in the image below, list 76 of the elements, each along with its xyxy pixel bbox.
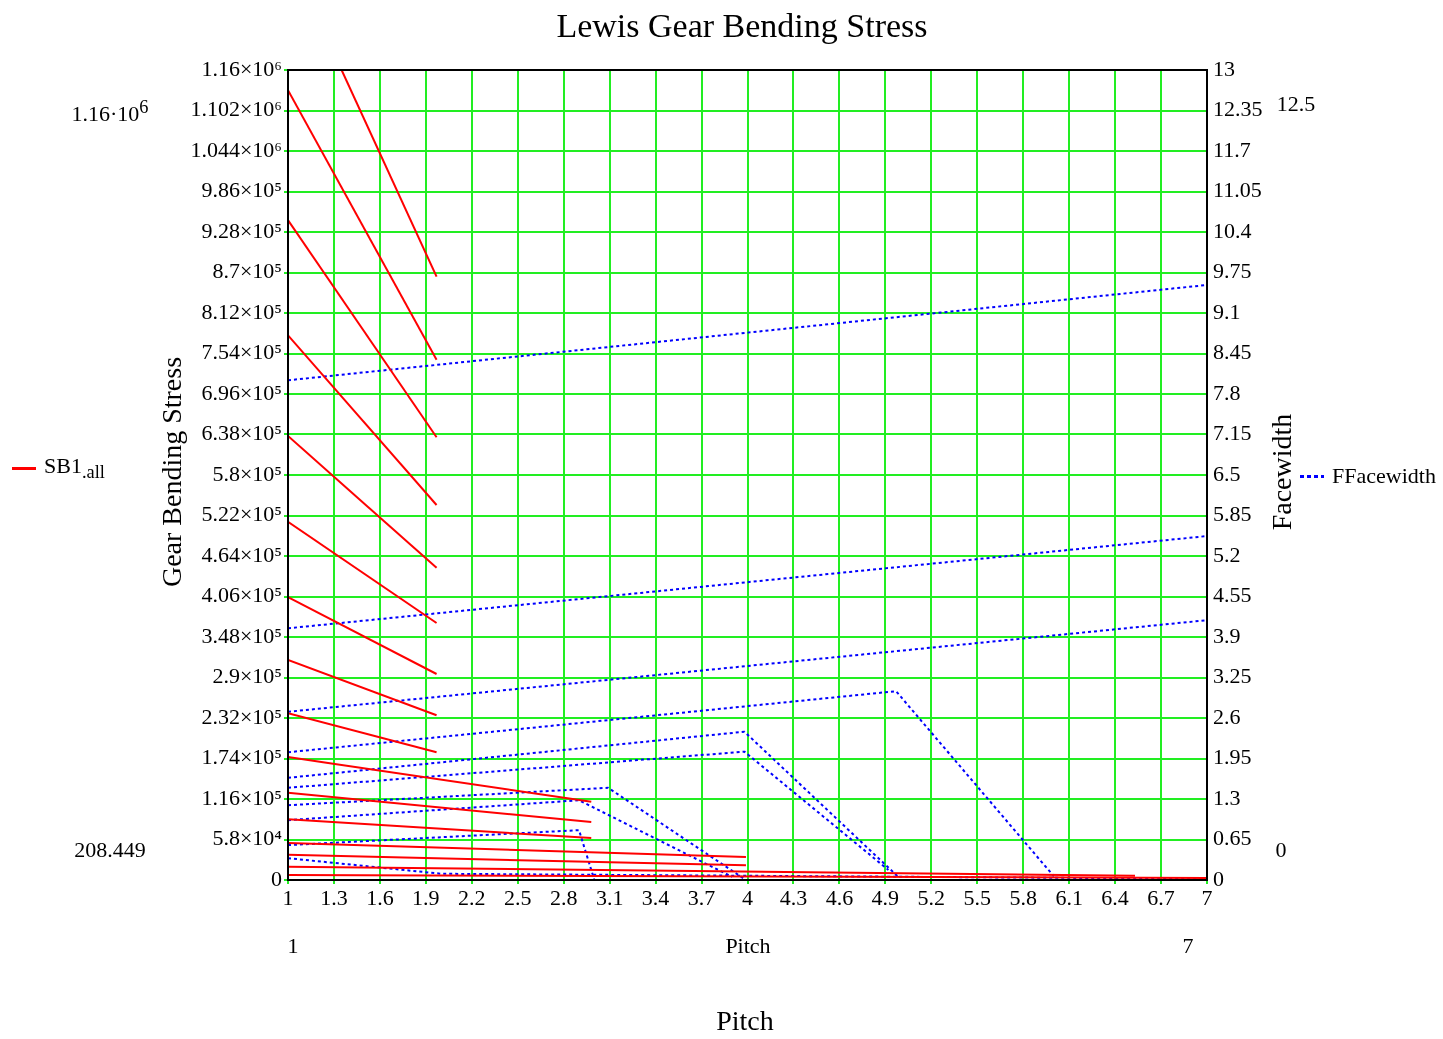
y-tick-label: 1.16×10⁵	[201, 784, 282, 810]
y2-tick-label: 7.15	[1213, 420, 1252, 446]
y-tick-label: 3.48×10⁵	[201, 622, 282, 648]
text: 1.16·10$^{6}$	[71, 96, 149, 128]
x-tick-label: 2.5	[504, 884, 532, 910]
x-tick-label: 5.5	[963, 884, 991, 910]
y-tick-label: 6.96×10⁵	[201, 379, 282, 405]
x-tick-label: 1.6	[366, 884, 394, 910]
y-tick-label: 0	[271, 865, 282, 891]
x-tick-label: 4	[742, 884, 753, 910]
y-tick-label: 1.102×10⁶	[190, 96, 282, 122]
x-tick-label: 2.8	[549, 884, 578, 910]
y-tick-label: 1.044×10⁶	[190, 136, 282, 162]
y-tick-label: 9.86×10⁵	[201, 177, 282, 203]
y2-tick-label: 2.6	[1213, 703, 1241, 729]
x-tick-label: 6.4	[1101, 884, 1129, 910]
y-tick-label: 5.8×10⁴	[212, 825, 283, 851]
y2-tick-label: 3.9	[1213, 622, 1241, 648]
x-tick-label: 1	[282, 884, 294, 910]
legend-label: FFacewidth	[1332, 463, 1436, 489]
x-tick-label: 3.4	[641, 884, 670, 910]
y2-tick-label: 1.95	[1213, 744, 1252, 770]
y-tick-label: 7.54×10⁵	[201, 339, 282, 365]
y2-tick-label: 9.75	[1213, 258, 1252, 284]
x-tick-label: 4.6	[825, 884, 854, 910]
y2-tick-label: 5.85	[1213, 501, 1252, 527]
y2-tick-label: 4.55	[1213, 582, 1252, 608]
y-tick-label: 8.12×10⁵	[201, 298, 282, 324]
y2-tick-label: 9.1	[1213, 298, 1241, 324]
y2-tick-label: 7.8	[1213, 379, 1241, 405]
y2-tick-label: 0	[1213, 865, 1224, 891]
x-tick-label: 4.3	[779, 884, 808, 910]
y-tick-label: 6.38×10⁵	[201, 420, 282, 446]
y2-axis-title: Facewidth	[1266, 413, 1298, 531]
x-tick-label: 1.9	[412, 884, 440, 910]
y-tick-label: 8.7×10⁵	[212, 258, 282, 284]
y2-tick-label: 3.25	[1213, 663, 1252, 689]
y2-tick-label: 1.3	[1213, 784, 1241, 810]
y-tick-label: 2.32×10⁵	[201, 703, 282, 729]
y2-tick-label: 5.2	[1213, 541, 1241, 567]
text: 1	[287, 933, 299, 959]
x-axis-title: Pitch	[716, 1005, 774, 1037]
x-tick-label: 5.2	[917, 884, 946, 910]
x-tick-label: 1.3	[320, 884, 348, 910]
x-tick-label: 2.2	[458, 884, 486, 910]
chart-title: Lewis Gear Bending Stress	[556, 7, 928, 45]
y-axis-title: Gear Bending Stress	[156, 356, 188, 588]
y2-tick-label: 13	[1213, 55, 1235, 81]
x-tick-label: 5.8	[1009, 884, 1037, 910]
x-tick-label: 6.1	[1055, 884, 1083, 910]
y-tick-label: 4.64×10⁵	[201, 541, 282, 567]
y-tick-label: 1.16×10⁶	[201, 55, 282, 81]
legend-label: SB1$_{.all}$	[44, 452, 105, 484]
y2-tick-label: 11.7	[1213, 136, 1251, 162]
y2-tick-label: 11.05	[1213, 177, 1262, 203]
text: Pitch	[725, 933, 771, 959]
text: 7	[1182, 933, 1194, 959]
y2-tick-label: 10.4	[1213, 217, 1252, 243]
y-tick-label: 5.22×10⁵	[201, 501, 282, 527]
x-tick-label: 6.7	[1147, 884, 1175, 910]
x-tick-label: 3.1	[595, 884, 624, 910]
y2-tick-label: 12.35	[1213, 96, 1263, 122]
x-tick-label: 4.9	[871, 884, 900, 910]
y-tick-label: 2.9×10⁵	[212, 663, 282, 689]
y-tick-label: 1.74×10⁵	[201, 744, 282, 770]
y-tick-label: 4.06×10⁵	[201, 582, 282, 608]
text: 12.5	[1276, 91, 1316, 117]
y-tick-label: 5.8×10⁵	[212, 460, 282, 486]
text: 0	[1275, 837, 1287, 863]
y-tick-label: 9.28×10⁵	[201, 217, 282, 243]
x-tick-label: 3.7	[687, 884, 716, 910]
text: 208.449	[74, 837, 146, 863]
y2-tick-label: 0.65	[1213, 825, 1252, 851]
x-tick-label: 7	[1201, 884, 1213, 910]
y2-tick-label: 6.5	[1213, 460, 1241, 486]
y2-tick-label: 8.45	[1213, 339, 1252, 365]
